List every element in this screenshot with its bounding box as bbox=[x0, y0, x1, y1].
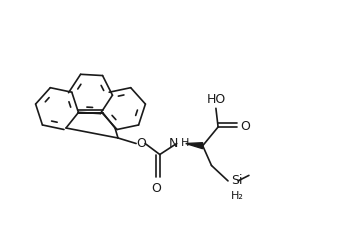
Text: O: O bbox=[136, 137, 146, 150]
Polygon shape bbox=[186, 143, 203, 149]
Text: N: N bbox=[169, 137, 178, 150]
Text: H: H bbox=[181, 138, 189, 148]
Text: O: O bbox=[151, 183, 161, 195]
Text: Si: Si bbox=[231, 174, 242, 188]
Text: HO: HO bbox=[206, 93, 225, 106]
Text: O: O bbox=[240, 121, 250, 133]
Text: H₂: H₂ bbox=[231, 191, 244, 201]
